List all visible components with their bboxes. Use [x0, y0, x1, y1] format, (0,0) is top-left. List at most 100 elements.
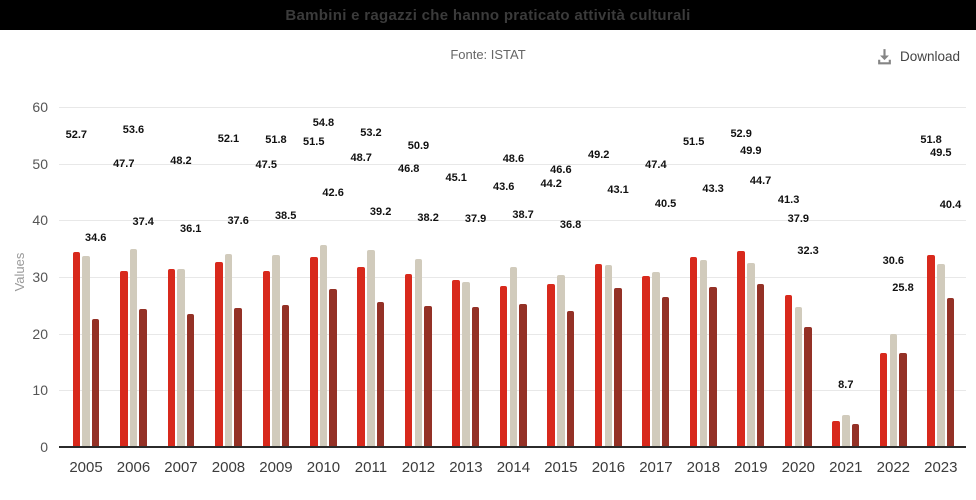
data-label-brown-2006: 37.4 — [132, 216, 154, 229]
bar-beige-2010[interactable] — [319, 244, 328, 447]
bar-brown-2006[interactable] — [139, 308, 147, 447]
gridline — [59, 163, 966, 165]
x-tick-label-2023: 2023 — [924, 459, 958, 476]
bar-beige-2011[interactable] — [367, 250, 375, 447]
bar-brown-2019[interactable] — [756, 283, 765, 447]
data-label-beige-2012: 50.9 — [407, 139, 430, 152]
data-label-red-2018: 51.5 — [682, 136, 705, 149]
bar-brown-2014[interactable] — [519, 304, 527, 447]
x-tick-label-2008: 2008 — [211, 459, 246, 476]
bar-red-2010[interactable] — [310, 256, 318, 447]
bar-beige-2023[interactable] — [937, 263, 945, 447]
bar-brown-2015[interactable] — [566, 310, 575, 447]
x-tick-label-2011: 2011 — [354, 459, 388, 476]
data-label-red-2015: 44.2 — [540, 177, 562, 190]
bar-brown-2023[interactable] — [946, 297, 955, 447]
bar-red-2008[interactable] — [215, 262, 223, 447]
gridline — [59, 106, 966, 108]
download-icon — [876, 48, 893, 65]
data-label-brown-2013: 37.9 — [464, 213, 487, 226]
bar-brown-2018[interactable] — [709, 287, 717, 447]
bar-beige-2017[interactable] — [652, 271, 660, 447]
bar-beige-2022[interactable] — [889, 333, 898, 447]
data-label-beige-2008: 52.1 — [217, 132, 240, 145]
data-label-brown-2018: 43.3 — [702, 182, 724, 195]
bar-red-2007[interactable] — [167, 269, 176, 447]
x-tick-label-2006: 2006 — [116, 459, 151, 476]
data-label-brown-2022: 25.8 — [892, 281, 914, 294]
y-tick-label: 10 — [32, 382, 48, 399]
x-tick-label-2009: 2009 — [259, 459, 293, 476]
bar-beige-2013[interactable] — [462, 281, 470, 447]
bar-red-2006[interactable] — [120, 270, 128, 447]
bar-red-2012[interactable] — [404, 274, 413, 447]
bar-red-2011[interactable] — [357, 266, 365, 447]
x-tick-label-2017: 2017 — [639, 459, 673, 476]
bar-beige-2018[interactable] — [699, 259, 708, 447]
data-label-beige-2006: 53.6 — [122, 124, 145, 137]
download-button[interactable]: Download — [872, 43, 964, 69]
bar-brown-2021[interactable] — [851, 424, 860, 447]
bar-brown-2005[interactable] — [91, 318, 100, 447]
bar-brown-2007[interactable] — [186, 313, 195, 447]
bar-red-2013[interactable] — [452, 280, 460, 447]
data-label-brown-2019: 44.7 — [749, 174, 772, 187]
bar-red-2016[interactable] — [594, 263, 603, 447]
x-tick-label-2018: 2018 — [686, 459, 721, 476]
bar-brown-2009[interactable] — [281, 304, 290, 447]
data-label-red-2014: 43.6 — [492, 180, 515, 193]
y-axis-title: Values — [12, 252, 27, 292]
data-label-beige-2014: 48.6 — [502, 152, 525, 165]
bar-brown-2022[interactable] — [899, 353, 907, 447]
y-tick-label: 20 — [32, 325, 48, 342]
bar-beige-2006[interactable] — [129, 249, 138, 447]
data-label-brown-2008: 37.6 — [227, 214, 249, 227]
bar-brown-2020[interactable] — [804, 327, 812, 447]
bar-red-2022[interactable] — [879, 352, 888, 447]
bar-red-2017[interactable] — [642, 275, 650, 447]
bar-beige-2020[interactable] — [794, 307, 803, 447]
bar-brown-2016[interactable] — [614, 287, 622, 447]
bar-brown-2008[interactable] — [234, 308, 242, 447]
bar-brown-2017[interactable] — [661, 297, 670, 447]
bar-beige-2019[interactable] — [747, 262, 755, 447]
data-label-brown-2012: 38.2 — [417, 211, 439, 224]
y-tick-label: 30 — [32, 268, 48, 285]
bar-beige-2016[interactable] — [604, 265, 613, 447]
data-label-brown-2005: 34.6 — [84, 231, 107, 244]
x-tick-label-2013: 2013 — [449, 459, 483, 476]
data-label-beige-2007: 48.2 — [170, 154, 192, 167]
data-label-red-2013: 45.1 — [445, 172, 467, 185]
data-label-red-2023: 51.8 — [920, 134, 942, 147]
y-tick-label: 50 — [32, 155, 48, 172]
bar-beige-2015[interactable] — [557, 274, 565, 447]
bar-beige-2005[interactable] — [82, 256, 90, 447]
bar-beige-2014[interactable] — [509, 267, 518, 447]
bar-brown-2013[interactable] — [471, 307, 480, 447]
bar-brown-2010[interactable] — [329, 289, 337, 447]
bar-red-2021[interactable] — [832, 421, 840, 447]
x-tick-label-2007: 2007 — [164, 459, 198, 476]
bar-red-2023[interactable] — [927, 255, 935, 447]
y-tick-label: 40 — [32, 212, 48, 229]
bar-red-2020[interactable] — [784, 294, 793, 447]
bar-red-2019[interactable] — [737, 251, 745, 447]
bar-beige-2009[interactable] — [272, 255, 280, 447]
bar-beige-2007[interactable] — [177, 269, 185, 447]
data-label-brown-2017: 40.5 — [654, 198, 677, 211]
bar-beige-2021[interactable] — [842, 414, 850, 447]
bar-beige-2012[interactable] — [414, 258, 423, 447]
x-tick-label-2016: 2016 — [591, 459, 626, 476]
bar-red-2009[interactable] — [262, 271, 270, 447]
x-tick-label-2010: 2010 — [306, 459, 341, 476]
bar-brown-2011[interactable] — [376, 301, 385, 447]
bar-brown-2012[interactable] — [424, 305, 432, 447]
bar-beige-2008[interactable] — [224, 254, 233, 447]
bar-red-2014[interactable] — [499, 286, 508, 447]
bar-red-2018[interactable] — [689, 256, 698, 447]
bar-red-2015[interactable] — [547, 283, 555, 447]
bar-red-2005[interactable] — [72, 252, 81, 447]
title-bar: Bambini e ragazzi che hanno praticato at… — [0, 0, 976, 30]
x-axis-line — [59, 445, 966, 448]
